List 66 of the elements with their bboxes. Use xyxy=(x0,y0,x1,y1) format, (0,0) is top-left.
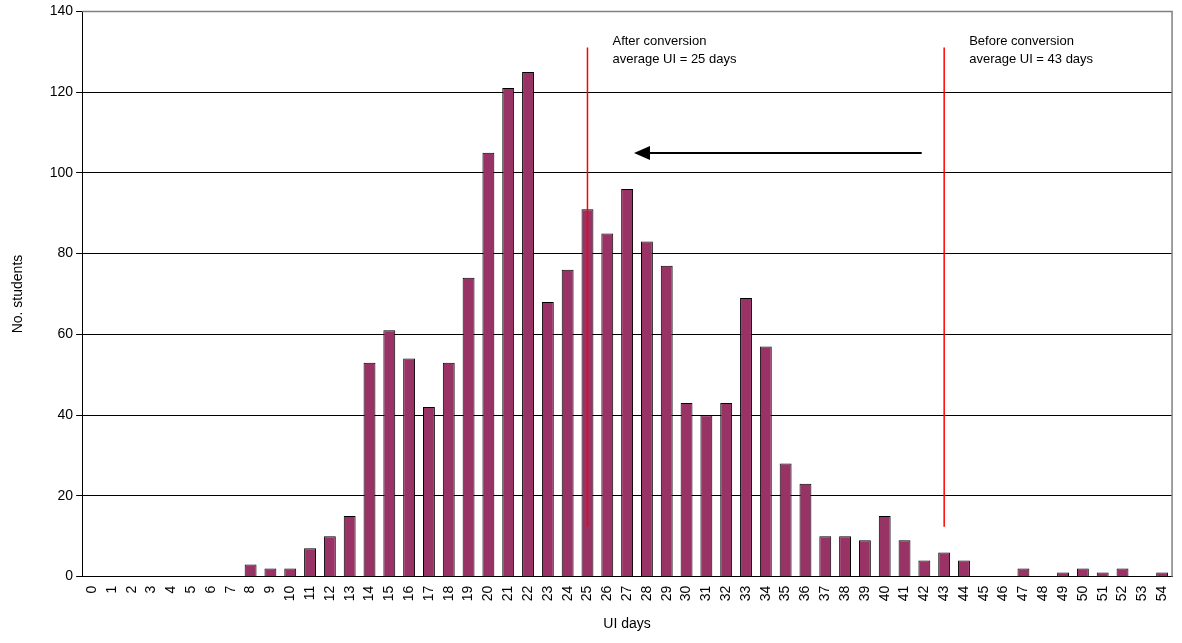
x-tick-label: 40 xyxy=(875,585,892,602)
x-tick-label: 15 xyxy=(380,585,397,602)
y-tick-label: 60 xyxy=(57,325,74,342)
x-tick-label: 32 xyxy=(717,585,734,602)
x-tick-label: 16 xyxy=(399,585,416,602)
y-tick-label: 100 xyxy=(49,163,74,180)
x-tick-label: 20 xyxy=(479,585,496,602)
x-tick-label: 41 xyxy=(895,585,912,602)
x-tick-label: 51 xyxy=(1093,585,1110,602)
y-tick-label: 20 xyxy=(57,486,74,503)
x-tick-label: 34 xyxy=(756,585,773,602)
x-tick-label: 22 xyxy=(518,585,535,602)
x-tick-label: 38 xyxy=(835,585,852,602)
x-tick-label: 33 xyxy=(736,585,753,602)
x-tick-label: 26 xyxy=(598,585,615,602)
x-tick-label: 0 xyxy=(82,585,99,594)
x-tick-label: 53 xyxy=(1133,585,1150,602)
x-tick-label: 28 xyxy=(637,585,654,602)
x-tick-label: 37 xyxy=(816,585,833,602)
x-tick-label: 42 xyxy=(915,585,932,602)
x-tick-label: 46 xyxy=(994,585,1011,602)
x-tick-label: 7 xyxy=(221,585,238,594)
x-tick-label: 44 xyxy=(954,585,971,602)
x-tick-label: 17 xyxy=(419,585,436,602)
x-tick-label: 8 xyxy=(241,585,258,594)
y-tick-label: 40 xyxy=(57,405,74,422)
x-tick-label: 2 xyxy=(122,585,139,594)
x-tick-label: 21 xyxy=(499,585,516,602)
x-tick-label: 1 xyxy=(102,585,119,594)
x-tick-label: 6 xyxy=(201,585,218,594)
x-tick-label: 12 xyxy=(320,585,337,602)
x-tick-label: 9 xyxy=(261,585,278,594)
x-tick-label: 43 xyxy=(935,585,952,602)
x-tick-label: 11 xyxy=(300,585,317,601)
x-tick-label: 18 xyxy=(439,585,456,602)
x-tick-label: 14 xyxy=(360,585,377,602)
ref-line-label: After conversion average UI = 25 days xyxy=(612,33,737,67)
x-tick-label: 54 xyxy=(1153,585,1169,602)
x-tick-label: 13 xyxy=(340,585,357,602)
x-tick-label: 49 xyxy=(1053,585,1070,602)
x-tick-label: 10 xyxy=(281,585,298,602)
x-tick-label: 24 xyxy=(558,585,575,602)
x-tick-label: 47 xyxy=(1014,585,1031,602)
x-tick-label: 31 xyxy=(697,585,714,602)
x-tick-label: 45 xyxy=(974,585,991,602)
x-tick-label: 3 xyxy=(142,585,159,594)
x-tick-label: 5 xyxy=(182,585,199,594)
x-tick-label: 50 xyxy=(1073,585,1090,602)
x-tick-label: 30 xyxy=(677,585,694,602)
x-tick-label: 25 xyxy=(578,585,595,602)
x-tick-label: 19 xyxy=(459,585,476,602)
x-tick-label: 52 xyxy=(1113,585,1130,602)
x-tick-label: 35 xyxy=(776,585,793,602)
x-axis-title: UI days xyxy=(603,615,651,632)
y-axis-title: No. students xyxy=(9,254,26,334)
y-tick-label: 80 xyxy=(57,244,74,261)
x-tick-label: 36 xyxy=(796,585,813,602)
x-tick-label: 4 xyxy=(162,585,179,594)
x-tick-label: 48 xyxy=(1034,585,1051,602)
y-tick-label: 140 xyxy=(49,2,74,19)
x-tick-label: 27 xyxy=(617,585,634,602)
y-tick-label: 120 xyxy=(49,83,74,100)
x-tick-label: 23 xyxy=(538,585,555,602)
ref-line-label: Before conversion average UI = 43 days xyxy=(969,33,1094,67)
x-tick-label: 39 xyxy=(855,585,872,602)
x-tick-label: 29 xyxy=(657,585,674,602)
